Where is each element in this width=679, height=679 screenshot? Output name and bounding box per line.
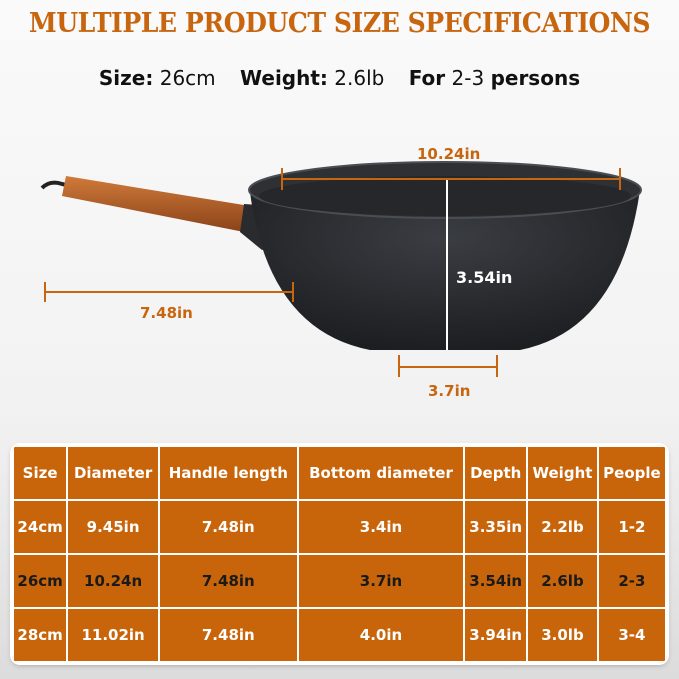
wok-illustration	[40, 161, 642, 377]
size-label: Size:	[98, 66, 154, 90]
cell: 2.6lb	[526, 553, 599, 609]
cell: 3.54in	[463, 553, 529, 609]
cell: 24cm	[12, 499, 69, 555]
diameter-label: 10.24in	[417, 145, 481, 163]
cell: 3.4in	[296, 499, 466, 555]
header-handle: Handle length	[157, 445, 299, 501]
cell: 28cm	[12, 607, 69, 663]
dimension-lines	[44, 168, 621, 377]
handle-label: 7.48in	[140, 304, 193, 322]
cell: 4.0in	[296, 607, 466, 663]
table-header-row: Size Diameter Handle length Bottom diame…	[12, 445, 667, 501]
header-depth: Depth	[463, 445, 529, 501]
cell: 2.2lb	[526, 499, 599, 555]
spec-table: Size Diameter Handle length Bottom diame…	[12, 445, 667, 663]
header-diameter: Diameter	[66, 445, 160, 501]
wok-bowl	[248, 161, 642, 350]
cell: 3.35in	[463, 499, 529, 555]
size-value: 26cm	[159, 66, 216, 90]
header-weight: Weight	[526, 445, 599, 501]
table-row: 28cm 11.02in 7.48in 4.0in 3.94in 3.0lb 3-4	[12, 607, 667, 663]
summary-line: Size: 26cm Weight: 2.6lb For 2-3 persons	[0, 66, 679, 90]
bottom-label: 3.7in	[428, 382, 471, 400]
weight-label: Weight:	[240, 66, 328, 90]
header-people: People	[596, 445, 667, 501]
depth-label: 3.54in	[456, 268, 513, 287]
cell: 3.0lb	[526, 607, 599, 663]
table-row-highlighted: 26cm 10.24n 7.48in 3.7in 3.54in 2.6lb 2-3	[12, 553, 667, 609]
for-label: For	[408, 66, 446, 90]
people-value: 2-3	[451, 66, 485, 90]
header-bottom: Bottom diameter	[296, 445, 466, 501]
cell: 2-3	[596, 553, 667, 609]
cell: 7.48in	[157, 553, 299, 609]
table-row: 24cm 9.45in 7.48in 3.4in 3.35in 2.2lb 1-2	[12, 499, 667, 555]
cell: 7.48in	[157, 499, 299, 555]
weight-value: 2.6lb	[334, 66, 385, 90]
cell: 26cm	[12, 553, 69, 609]
cell: 9.45in	[66, 499, 160, 555]
persons-label: persons	[490, 66, 581, 90]
cell: 1-2	[596, 499, 667, 555]
cell: 11.02in	[66, 607, 160, 663]
cell: 3-4	[596, 607, 667, 663]
cell: 10.24n	[66, 553, 160, 609]
page-title: MULTIPLE PRODUCT SIZE SPECIFICATIONS	[28, 8, 651, 39]
cell: 7.48in	[157, 607, 299, 663]
cell: 3.7in	[296, 553, 466, 609]
cell: 3.94in	[463, 607, 529, 663]
header-size: Size	[12, 445, 69, 501]
